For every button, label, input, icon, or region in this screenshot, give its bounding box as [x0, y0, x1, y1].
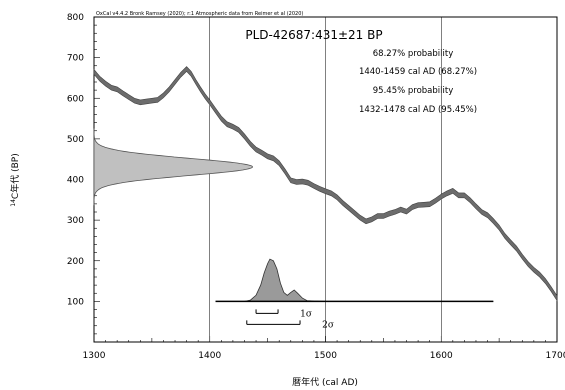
y-axis-title: 14C年代 (BP) — [9, 153, 21, 206]
chart-title: PLD-42687:431±21 BP — [245, 28, 382, 42]
prob-line-1: 68.27% probability — [373, 49, 453, 59]
x-tick-label: 1300 — [83, 351, 106, 361]
sigma-range-label: 1σ — [300, 309, 312, 319]
x-tick-label: 1500 — [314, 351, 337, 361]
gridlines — [209, 17, 442, 342]
y-tick-label: 800 — [67, 13, 84, 23]
credit-text: OxCal v4.4.2 Bronk Ramsey (2020); r:1 At… — [96, 11, 303, 17]
y-tick-label: 500 — [67, 135, 84, 145]
y-axis-title-rest: C年代 (BP) — [9, 153, 21, 199]
x-tick-label: 1400 — [198, 351, 221, 361]
y-axis-title-superscript: 14 — [10, 199, 17, 207]
sigma-brackets: 1σ 2σ — [246, 309, 334, 330]
y-tick-label: 400 — [67, 176, 84, 186]
radiocarbon-distribution — [93, 128, 253, 206]
sigma-range-label: 2σ — [322, 320, 334, 330]
y-tick-label: 300 — [67, 216, 84, 226]
prob-line-4: 1432-1478 cal AD (95.45%) — [359, 105, 477, 115]
x-axis: 1300 1400 1500 1600 1700 — [83, 336, 565, 361]
x-tick-label: 1600 — [430, 351, 453, 361]
y-tick-label: 600 — [67, 94, 84, 104]
y-tick-label: 700 — [67, 54, 84, 64]
y-tick-label: 100 — [67, 297, 84, 307]
plot-content: 1σ 2σ — [93, 66, 558, 330]
x-axis-title: 暦年代 (cal AD) — [292, 376, 358, 388]
x-tick-label: 1700 — [546, 351, 565, 361]
y-tick-label: 200 — [67, 257, 84, 267]
prob-line-3: 95.45% probability — [373, 86, 453, 96]
prob-line-2: 1440-1459 cal AD (68.27%) — [359, 67, 477, 77]
calibration-curve-band — [93, 66, 558, 302]
